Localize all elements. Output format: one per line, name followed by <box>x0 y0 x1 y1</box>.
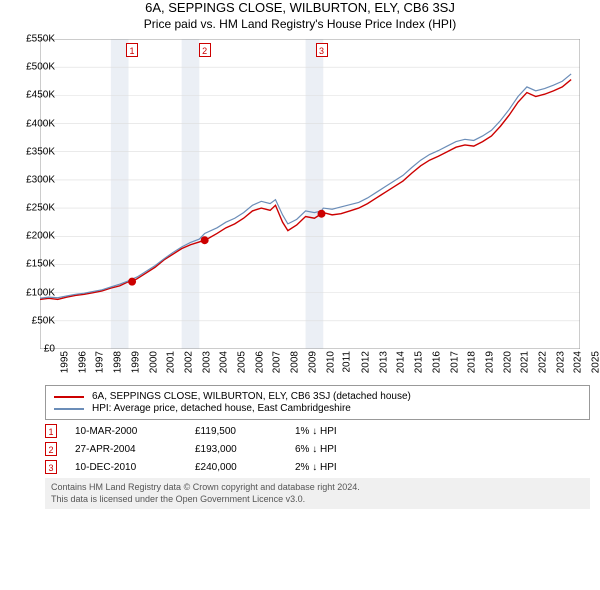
event-price: £240,000 <box>195 462 295 473</box>
legend: 6A, SEPPINGS CLOSE, WILBURTON, ELY, CB6 … <box>45 385 590 420</box>
x-axis-label: 2012 <box>360 351 371 373</box>
legend-swatch <box>54 408 84 410</box>
y-axis-label: £300K <box>26 174 55 185</box>
x-axis-label: 2022 <box>537 351 548 373</box>
x-axis-label: 2005 <box>236 351 247 373</box>
x-axis-label: 1996 <box>77 351 88 373</box>
event-marker: 3 <box>45 460 57 474</box>
event-price: £193,000 <box>195 444 295 455</box>
x-axis-label: 1995 <box>59 351 70 373</box>
y-axis-label: £500K <box>26 62 55 73</box>
x-axis-label: 2009 <box>307 351 318 373</box>
sale-marker-box: 3 <box>316 43 328 57</box>
x-axis-label: 2004 <box>219 351 230 373</box>
x-axis-label: 2003 <box>201 351 212 373</box>
x-axis-label: 2000 <box>148 351 159 373</box>
event-diff: 1% ↓ HPI <box>295 426 415 437</box>
legend-row: HPI: Average price, detached house, East… <box>54 403 581 414</box>
x-axis-label: 2014 <box>396 351 407 373</box>
y-axis-label: £250K <box>26 203 55 214</box>
event-date: 27-APR-2004 <box>75 444 195 455</box>
x-axis-label: 2018 <box>466 351 477 373</box>
x-axis-label: 2017 <box>449 351 460 373</box>
x-axis-label: 1997 <box>95 351 106 373</box>
y-axis-label: £150K <box>26 259 55 270</box>
x-axis-label: 2013 <box>378 351 389 373</box>
x-axis-label: 2010 <box>325 351 336 373</box>
x-axis-label: 2021 <box>520 351 531 373</box>
legend-label: 6A, SEPPINGS CLOSE, WILBURTON, ELY, CB6 … <box>92 391 411 402</box>
sale-marker-box: 2 <box>199 43 211 57</box>
event-date: 10-DEC-2010 <box>75 462 195 473</box>
x-axis-label: 2016 <box>431 351 442 373</box>
chart-subtitle: Price paid vs. HM Land Registry's House … <box>0 17 600 31</box>
legend-row: 6A, SEPPINGS CLOSE, WILBURTON, ELY, CB6 … <box>54 391 581 402</box>
x-axis-label: 2023 <box>555 351 566 373</box>
x-axis-label: 2020 <box>502 351 513 373</box>
event-row: 2 27-APR-2004£193,0006% ↓ HPI <box>45 442 590 456</box>
sale-marker-box: 1 <box>126 43 138 57</box>
x-axis-label: 2019 <box>484 351 495 373</box>
x-axis-label: 2024 <box>573 351 584 373</box>
x-axis-label: 2015 <box>413 351 424 373</box>
event-row: 3 10-DEC-2010£240,0002% ↓ HPI <box>45 460 590 474</box>
chart-plot <box>40 39 580 349</box>
chart-area: £0£50K£100K£150K£200K£250K£300K£350K£400… <box>40 39 600 379</box>
legend-label: HPI: Average price, detached house, East… <box>92 403 351 414</box>
y-axis-label: £550K <box>26 34 55 45</box>
x-axis-label: 2011 <box>342 351 353 373</box>
event-row: 1 10-MAR-2000£119,5001% ↓ HPI <box>45 424 590 438</box>
y-axis-label: £450K <box>26 90 55 101</box>
event-table: 1 10-MAR-2000£119,5001% ↓ HPI 2 27-APR-2004… <box>45 424 590 474</box>
chart-title: 6A, SEPPINGS CLOSE, WILBURTON, ELY, CB6 … <box>0 0 600 15</box>
legend-swatch <box>54 396 84 398</box>
event-date: 10-MAR-2000 <box>75 426 195 437</box>
x-axis-label: 1999 <box>130 351 141 373</box>
x-axis-label: 2002 <box>183 351 194 373</box>
event-marker: 1 <box>45 424 57 438</box>
y-axis-label: £400K <box>26 118 55 129</box>
event-diff: 2% ↓ HPI <box>295 462 415 473</box>
y-axis-label: £200K <box>26 231 55 242</box>
x-axis-label: 2006 <box>254 351 265 373</box>
event-price: £119,500 <box>195 426 295 437</box>
footer-line2: This data is licensed under the Open Gov… <box>51 494 584 506</box>
event-diff: 6% ↓ HPI <box>295 444 415 455</box>
footer: Contains HM Land Registry data © Crown c… <box>45 478 590 509</box>
x-axis-label: 2007 <box>272 351 283 373</box>
y-axis-label: £350K <box>26 146 55 157</box>
event-marker: 2 <box>45 442 57 456</box>
x-axis-label: 2008 <box>289 351 300 373</box>
y-axis-label: £0 <box>44 344 55 355</box>
y-axis-label: £50K <box>32 315 55 326</box>
footer-line1: Contains HM Land Registry data © Crown c… <box>51 482 584 494</box>
x-axis-label: 2025 <box>590 351 600 373</box>
x-axis-label: 2001 <box>165 351 176 373</box>
y-axis-label: £100K <box>26 287 55 298</box>
x-axis-label: 1998 <box>112 351 123 373</box>
